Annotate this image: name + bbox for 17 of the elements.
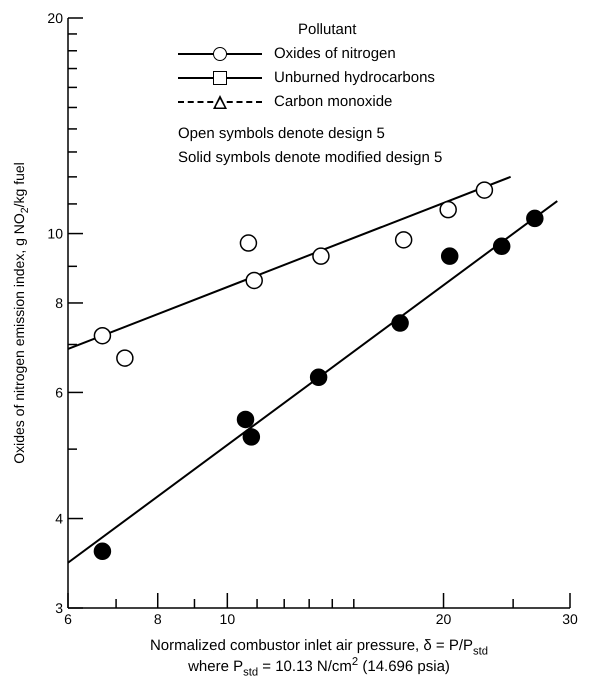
annotation: Open symbols denote design 5 (178, 124, 386, 144)
text: Oxides of nitrogen (274, 44, 396, 64)
y-tick-label: 3 (55, 600, 64, 616)
y-tick-label: 8 (55, 294, 64, 311)
legend-title: Pollutant (298, 20, 358, 40)
annotation: Solid symbols denote modified design 5 (178, 148, 442, 168)
text: Normalized combustor inlet air pressure, δ = P/P$_{std}$ where P$_{std}$ = 10.13 N/cm$^{2}$ (14.696 psia) (150, 637, 488, 678)
legend-label: Carbon monoxide (274, 92, 392, 112)
legend-label: Unburned hydrocarbons (274, 68, 435, 88)
x-tick-label: 10 (220, 611, 236, 627)
y-tick-label: 4 (55, 510, 64, 526)
y-tick-label: 10 (47, 225, 64, 242)
y-tick-label: 6 (55, 384, 64, 400)
x-tick-label: 30 (562, 611, 578, 627)
x-tick-label: 8 (154, 611, 162, 627)
y-tick-label: 20 (47, 10, 64, 26)
x-tick-label: 20 (436, 611, 452, 627)
